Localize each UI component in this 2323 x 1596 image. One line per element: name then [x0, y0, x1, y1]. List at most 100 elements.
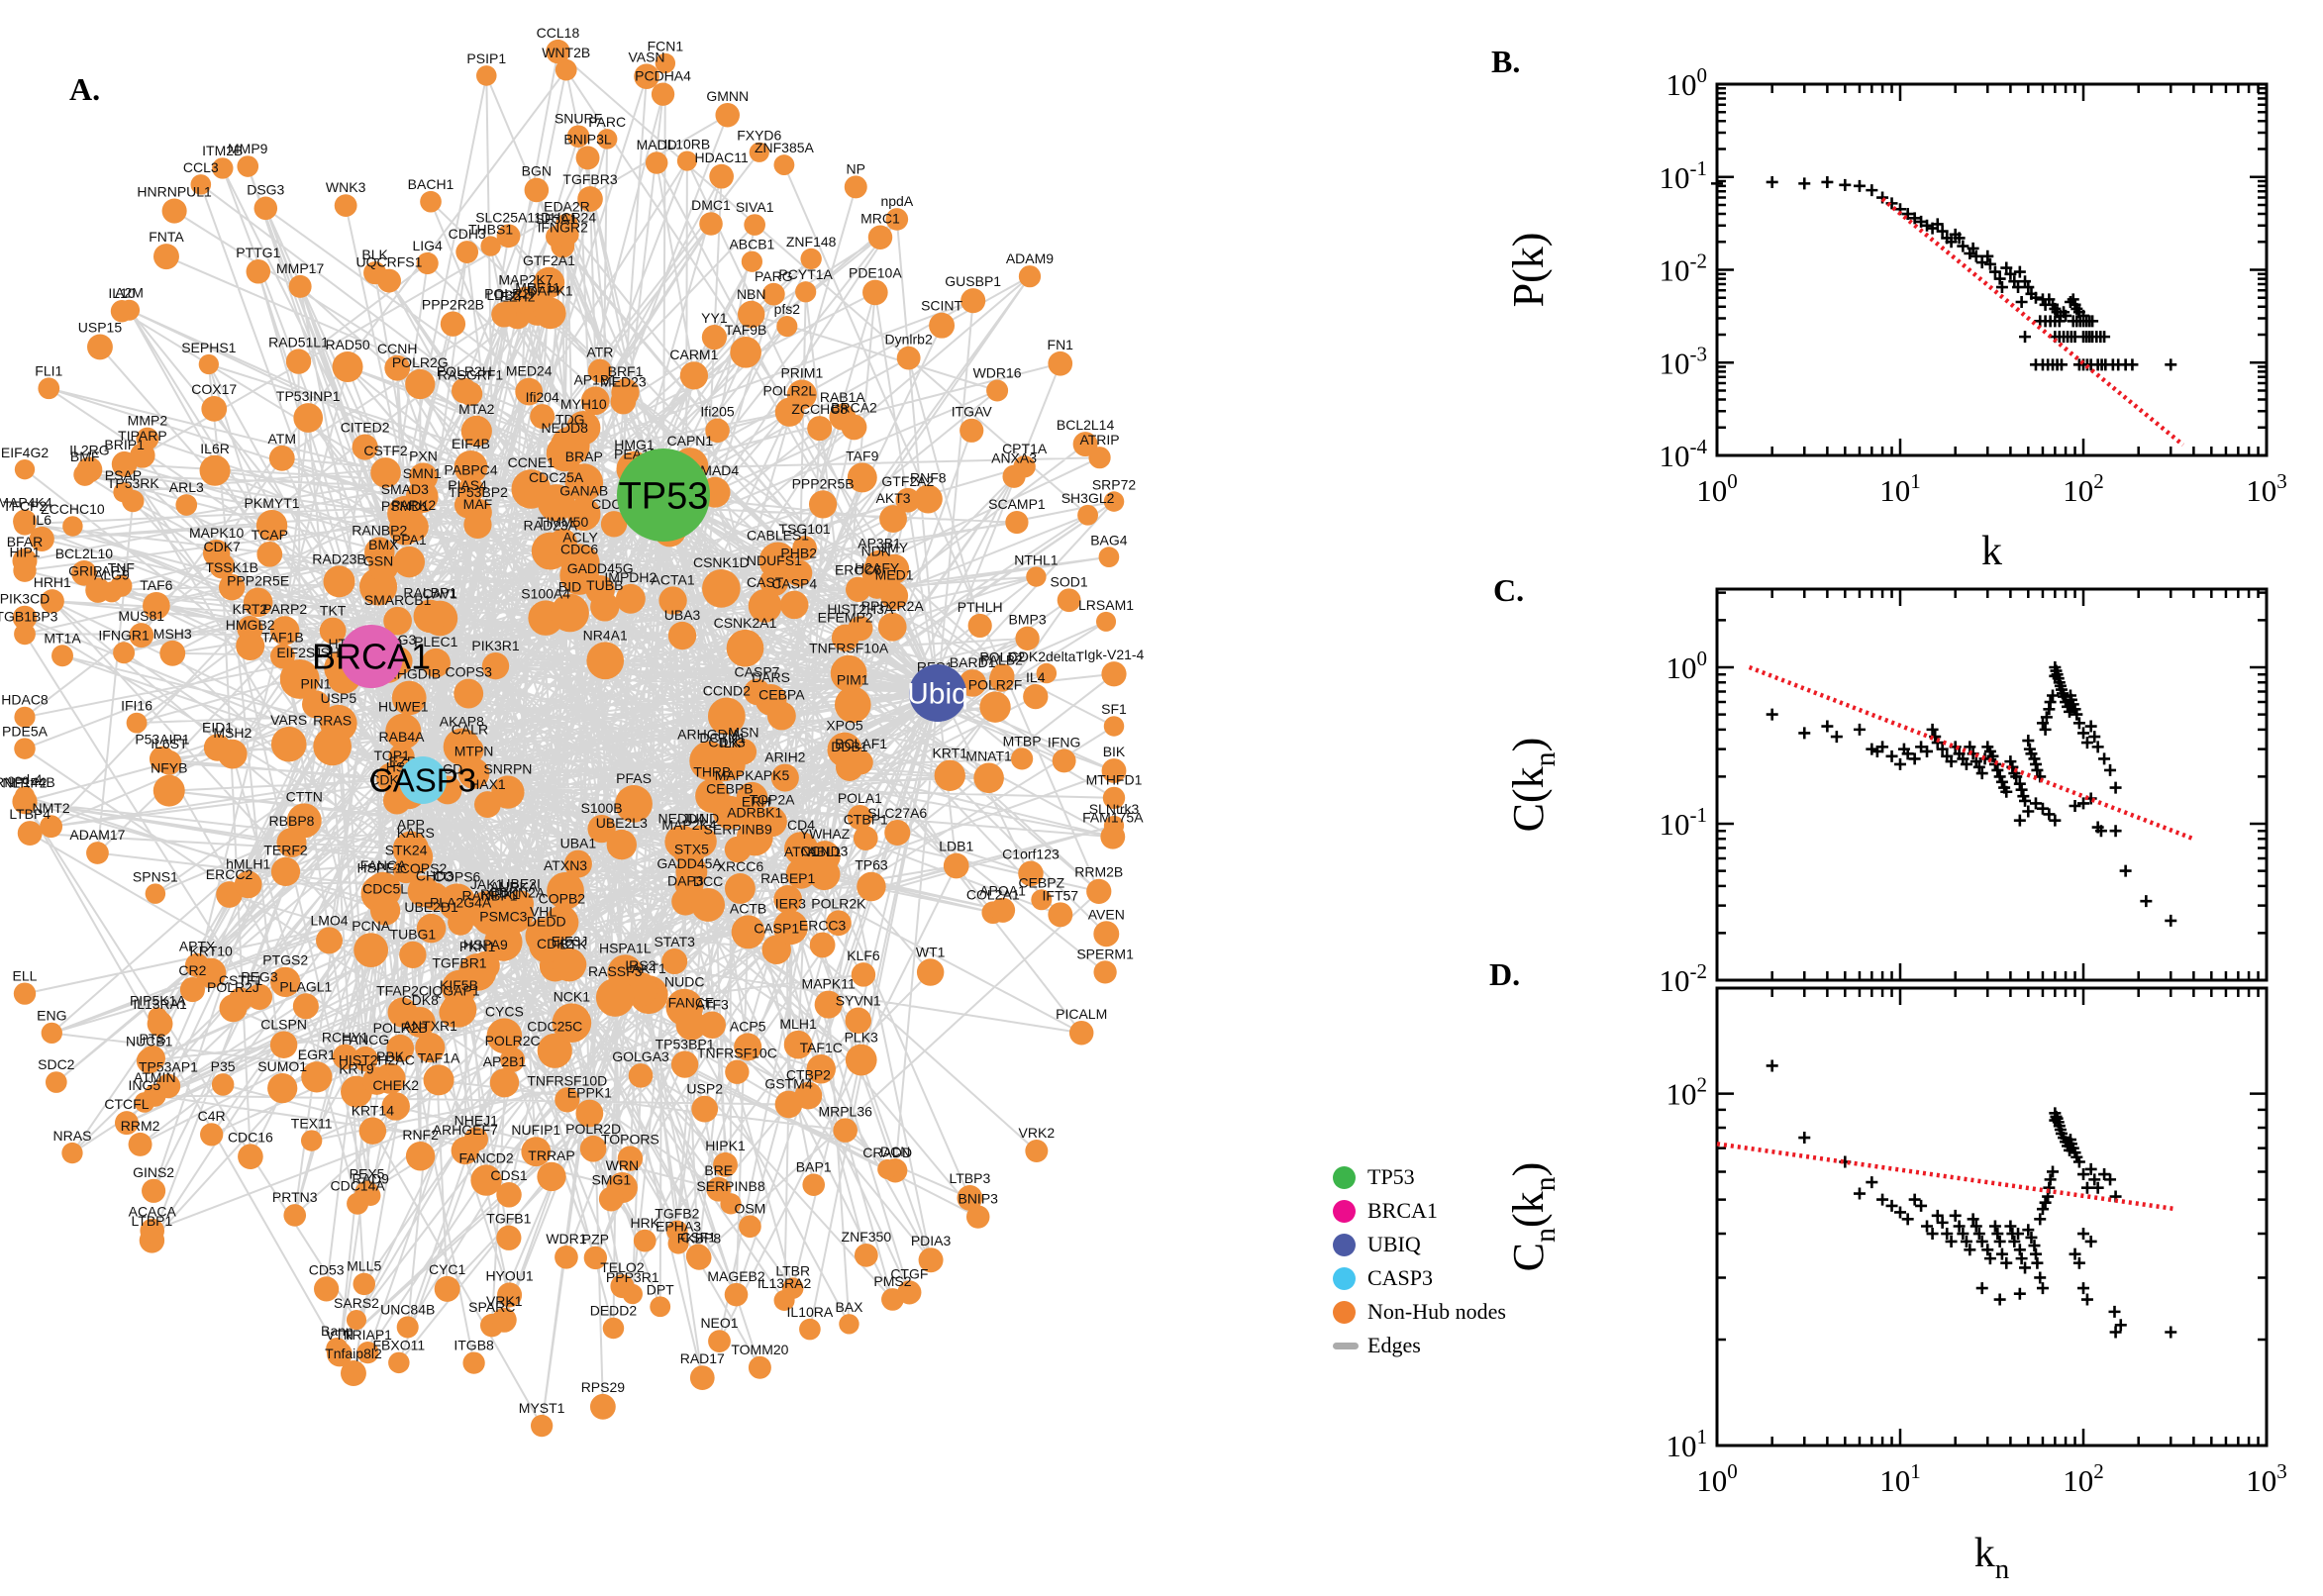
network-node	[420, 882, 450, 911]
network-node-label: ACLY	[562, 529, 598, 545]
network-node	[269, 644, 295, 669]
network-node-label: NTHL1	[1014, 551, 1059, 567]
network-node-label: CD53	[309, 1261, 345, 1277]
network-node	[814, 990, 843, 1019]
network-node-label: ITGB8	[454, 1337, 494, 1352]
network-node-label: STAT3	[654, 934, 695, 949]
network-node	[773, 154, 795, 175]
legend-label: Non-Hub nodes	[1367, 1299, 1506, 1324]
network-node	[689, 1365, 715, 1390]
network-node-label: PTGS2	[262, 952, 308, 968]
network-node-label: MAF	[463, 496, 493, 512]
network-node	[671, 831, 707, 866]
network-node-label: ENG	[37, 1008, 66, 1024]
network-node	[979, 691, 1011, 723]
network-node-label: RAD23B	[312, 550, 365, 566]
legend-item: UBIQ	[1333, 1228, 1506, 1261]
network-node	[41, 1022, 62, 1045]
network-node-label: IL2RG	[69, 442, 109, 457]
network-node-label: ARHGEF7	[433, 1122, 498, 1138]
network-node	[14, 706, 36, 728]
network-node-label: HDAC8	[1, 692, 49, 708]
network-node-label: LDB2	[486, 287, 521, 303]
network-node-label: HIST2H2AC	[339, 1051, 415, 1067]
network-node-label: FAM175A	[1082, 810, 1144, 826]
network-node-label: TP53BP2	[449, 484, 508, 500]
network-node-label: NUDC	[664, 974, 704, 990]
network-node	[795, 281, 817, 303]
network-node-label: PICALM	[1056, 1006, 1107, 1022]
network-node	[323, 565, 355, 598]
network-node-label: SERPINB9	[704, 822, 772, 838]
network-node-label: PEG3	[241, 969, 278, 985]
network-node-label: MTPN	[454, 743, 494, 758]
network-node-label: npdA	[880, 193, 913, 209]
network-node-label: DEDD2	[590, 1303, 638, 1319]
network-node	[879, 505, 907, 533]
network-node-label: BRAP	[565, 449, 603, 464]
network-node	[744, 678, 770, 706]
network-node-label: NHEJ1	[454, 1112, 499, 1128]
network-node-label: TEX11	[291, 1115, 333, 1131]
network-node	[724, 873, 756, 904]
network-node	[563, 849, 592, 878]
network-node-label: MYST1	[519, 1400, 565, 1416]
network-node	[806, 1053, 836, 1084]
network-node-label: MYH10	[560, 396, 607, 412]
network-node	[439, 997, 469, 1028]
network-node-label: SCAMP1	[988, 496, 1046, 512]
network-node-label: MMP9	[228, 141, 268, 156]
network-node-label: MSH3	[153, 626, 192, 642]
legend-label: CASP3	[1367, 1265, 1434, 1290]
network-node-label: CYC1	[429, 1261, 466, 1277]
network-node	[701, 325, 728, 350]
network-node-label: POLD2	[979, 648, 1025, 664]
network-node-label: USP15	[78, 319, 123, 335]
network-node	[454, 678, 484, 709]
network-node-label: RAB1A	[820, 389, 866, 405]
legend-item: BRCA1	[1333, 1194, 1506, 1228]
network-node-label: POLR2K	[811, 895, 866, 911]
network-node	[713, 1151, 738, 1177]
network-node-label: UBA1	[560, 836, 597, 851]
network-node-label: TOPORS	[601, 1131, 659, 1147]
network-node-label: PPP2R5E	[227, 573, 289, 589]
network-node-label: Dynlrb2	[885, 332, 933, 348]
network-node-label: SYVN1	[836, 993, 881, 1009]
network-node	[774, 1090, 803, 1119]
network-node-label: AKAP8	[440, 714, 484, 730]
network-node-label: A2M	[115, 285, 144, 301]
network-node-label: IMPDH2	[604, 569, 656, 585]
network-node-label: STK24	[385, 843, 428, 858]
network-node	[13, 509, 37, 534]
network-node	[784, 832, 819, 866]
network-node	[1015, 626, 1040, 650]
network-node-label: CHD3	[416, 867, 454, 883]
network-node	[268, 445, 295, 471]
network-node	[143, 591, 170, 620]
network-node	[1052, 748, 1076, 773]
network-node	[847, 462, 877, 493]
power-law-fit-line	[1880, 197, 2185, 448]
network-node-label: RNF2	[402, 1127, 439, 1143]
network-node-label: NUFIP1	[511, 1122, 560, 1138]
network-node-label: IL13RA1	[133, 996, 187, 1012]
network-node-label: KIF5B	[440, 977, 478, 993]
network-node-label: COL2A1	[966, 886, 1020, 902]
network-node-label: CDK2	[537, 936, 574, 951]
network-node	[203, 734, 232, 761]
network-node	[587, 358, 612, 383]
network-node	[877, 612, 907, 642]
network-node-label: THRB	[693, 764, 731, 780]
network-node-label: PKN1	[459, 939, 496, 954]
network-node-label: S100A4	[521, 585, 570, 601]
network-node-label: IFI16	[121, 698, 152, 714]
network-node-label: NEDD4	[658, 810, 706, 826]
network-node-label: ced-4	[7, 771, 42, 787]
network-node-label: NP	[847, 160, 865, 176]
network-node-label: RANBP1	[461, 887, 517, 903]
network-node-label: KLF6	[847, 948, 880, 963]
network-node	[300, 1130, 323, 1151]
network-node	[491, 302, 517, 328]
network-node-label: TP53BP1	[656, 1036, 715, 1051]
